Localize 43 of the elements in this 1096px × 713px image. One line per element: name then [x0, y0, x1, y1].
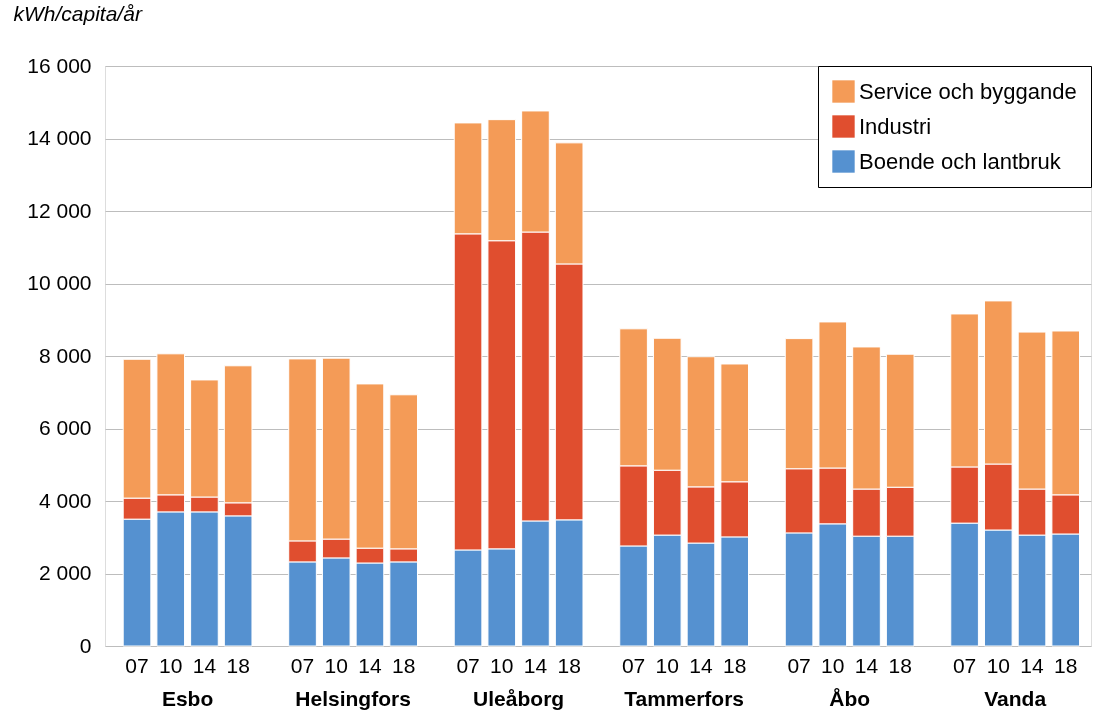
y-tick-label: 12 000: [27, 198, 92, 222]
text: Åbo: [829, 687, 871, 710]
y-tick-label: 8 000: [38, 343, 92, 367]
x-tick-label: 14: [523, 654, 548, 677]
x-tick-label: 07: [125, 654, 149, 677]
legend-label: Boende och lantbruk: [859, 148, 1062, 174]
y-tick-label: 4 000: [38, 488, 92, 512]
text: Esbo: [161, 687, 214, 710]
x-tick-label: 07: [456, 654, 480, 677]
x-tick-label: 07: [952, 654, 977, 677]
x-tick-label: 10: [821, 654, 845, 677]
x-tick-label: 10: [324, 654, 348, 677]
y-tick-label: 14 000: [27, 126, 92, 149]
x-tick-label: 18: [723, 654, 747, 677]
y-tick-label: 6 000: [38, 416, 92, 439]
x-tick-label: 18: [888, 654, 912, 677]
y-tick-label: 0: [79, 633, 92, 657]
x-tick-label: 07: [290, 654, 315, 677]
x-tick-label: 18: [557, 654, 581, 677]
text: Helsingfors: [295, 687, 411, 710]
text: Tammerfors: [624, 687, 745, 710]
x-tick-label: 14: [358, 654, 382, 677]
x-tick-label: 14: [854, 654, 879, 677]
x-tick-label: 10: [490, 654, 514, 677]
legend-label: Service och byggande: [859, 78, 1077, 104]
x-tick-label: 10: [159, 654, 183, 677]
x-tick-label: 10: [655, 654, 679, 677]
y-tick-label: 2 000: [38, 561, 92, 584]
text: Vanda: [984, 687, 1047, 710]
x-tick-label: 18: [391, 654, 416, 677]
x-tick-label: 18: [226, 654, 250, 677]
y-tick-label: 10 000: [27, 271, 92, 294]
x-tick-label: 14: [689, 654, 713, 677]
x-tick-label: 14: [192, 654, 217, 677]
text: Uleåborg: [473, 687, 565, 710]
x-tick-label: 18: [1054, 654, 1078, 677]
x-tick-label: 07: [621, 654, 646, 677]
y-axis-title: kWh/capita/år: [13, 1, 143, 25]
legend-label: Industri: [859, 113, 932, 139]
x-tick-label: 07: [787, 654, 811, 677]
y-tick-label: 16 000: [27, 53, 92, 77]
x-tick-label: 14: [1020, 654, 1045, 677]
x-tick-label: 10: [986, 654, 1010, 677]
